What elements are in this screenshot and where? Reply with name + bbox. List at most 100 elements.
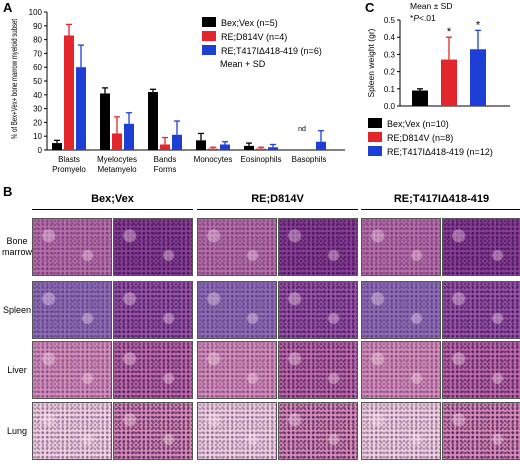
histology-tile-low-magnification bbox=[197, 341, 277, 399]
category-label: Forms bbox=[154, 165, 177, 174]
bar bbox=[76, 67, 86, 150]
bar bbox=[148, 92, 158, 150]
group-underline bbox=[197, 209, 358, 210]
tissue-label-line: Lung bbox=[6, 425, 28, 436]
y-axis-label: Spleen weight (gr) bbox=[366, 28, 376, 97]
tissue-label-line: marrow bbox=[1, 247, 32, 257]
category-label: Metamyelo bbox=[97, 165, 137, 174]
group-underline bbox=[361, 209, 520, 210]
category-label: Bands bbox=[154, 155, 177, 164]
legend-note: Mean + SD bbox=[220, 59, 266, 69]
note-pvalue: *P<.01 bbox=[410, 13, 436, 23]
group-heading: RE;D814V bbox=[251, 193, 304, 205]
y-tick-label: 100 bbox=[29, 8, 43, 17]
y-tick-label: 0.4 bbox=[384, 33, 396, 42]
bar bbox=[172, 134, 182, 150]
bar bbox=[441, 59, 457, 106]
legend-entry: RE;D814V (n=4) bbox=[221, 32, 287, 42]
y-tick-label: 70 bbox=[33, 49, 42, 58]
bar bbox=[470, 49, 486, 106]
note-p: P bbox=[413, 13, 419, 23]
bar bbox=[268, 147, 278, 150]
histology-tile-low-magnification bbox=[361, 341, 441, 399]
y-tick-label: 30 bbox=[33, 105, 42, 114]
myeloid-subset-bar-chart: 0 10 20 30 40 50 60 70 80 90 100 % of Bex+Vex+ bone… bbox=[9, 8, 345, 174]
category-label: Blasts bbox=[58, 155, 80, 164]
histology-tile-low-magnification bbox=[32, 218, 112, 276]
bar bbox=[244, 145, 254, 150]
legend-swatch bbox=[368, 146, 382, 156]
bar bbox=[52, 143, 62, 150]
y-tick-label: 90 bbox=[33, 22, 42, 31]
legend-entry: RE;T417IΔ418-419 (n=12) bbox=[387, 147, 493, 157]
significance-star: * bbox=[447, 26, 452, 38]
histology-tile-high-magnification bbox=[442, 218, 520, 276]
histology-tile-low-magnification bbox=[197, 218, 277, 276]
histology-tile-high-magnification bbox=[113, 341, 193, 399]
bar bbox=[100, 93, 110, 150]
tissue-label: Bone marrow bbox=[0, 236, 34, 258]
category-label: Myelocytes bbox=[97, 155, 137, 164]
legend-swatch bbox=[368, 118, 382, 128]
category-label: Promyelo bbox=[52, 165, 86, 174]
bar bbox=[316, 141, 326, 150]
histology-tile-high-magnification bbox=[278, 402, 358, 460]
y-tick-label: 0.1 bbox=[384, 85, 396, 94]
category-label: Eosinophils bbox=[241, 155, 282, 164]
significance-star: * bbox=[476, 19, 481, 31]
tissue-label-line: Spleen bbox=[2, 304, 32, 315]
group-underline bbox=[32, 209, 193, 210]
y-axis-label: % of Bex+Vex+ bone marrow myeloid subset bbox=[9, 19, 19, 139]
histology-tile-low-magnification bbox=[361, 402, 441, 460]
histology-tile-high-magnification bbox=[278, 218, 358, 276]
legend-entry: Bex;Vex (n=10) bbox=[387, 119, 449, 129]
histology-tile-low-magnification bbox=[32, 281, 112, 339]
y-tick-label: 20 bbox=[33, 118, 42, 127]
group-heading: RE;T417IΔ418-419 bbox=[393, 193, 490, 205]
legend-swatch bbox=[202, 17, 216, 27]
histology-tile-high-magnification bbox=[442, 281, 520, 339]
bar bbox=[160, 144, 170, 150]
bar bbox=[220, 144, 230, 150]
tissue-label: Lung bbox=[0, 426, 34, 437]
bar bbox=[112, 133, 122, 150]
histology-tile-low-magnification bbox=[197, 402, 277, 460]
histology-tile-high-magnification bbox=[278, 281, 358, 339]
y-tick-label: 0 bbox=[38, 146, 43, 155]
bar bbox=[256, 148, 266, 150]
bar bbox=[196, 140, 206, 150]
tissue-label-line: Liver bbox=[7, 364, 27, 375]
histology-tile-low-magnification bbox=[32, 402, 112, 460]
y-tick-label: 0.0 bbox=[384, 102, 396, 111]
histology-tile-high-magnification bbox=[442, 341, 520, 399]
legend-swatch bbox=[202, 31, 216, 41]
panel-b-letter: B bbox=[3, 184, 13, 199]
tissue-label-line: Bone bbox=[6, 236, 28, 246]
legend-entry: Bex;Vex (n=5) bbox=[221, 18, 278, 28]
bar bbox=[64, 35, 74, 150]
legend-entry: RE;T417IΔ418-419 (n=6) bbox=[221, 46, 322, 56]
y-tick-label: 60 bbox=[33, 63, 42, 72]
note-mean-sd: Mean ± SD bbox=[410, 1, 452, 11]
note-star: * bbox=[410, 13, 414, 23]
histology-tile-low-magnification bbox=[197, 281, 277, 339]
spleen-weight-bar-chart: 0.0 0.1 0.2 0.3 0.4 0.5 Spleen weight (gr) Mean… bbox=[366, 1, 510, 157]
histology-tile-high-magnification bbox=[278, 341, 358, 399]
y-tick-label: 0.5 bbox=[384, 16, 396, 25]
bar bbox=[412, 90, 428, 106]
bar bbox=[124, 123, 134, 150]
y-tick-label: 80 bbox=[33, 36, 42, 45]
y-tick-label: 50 bbox=[33, 77, 42, 86]
histology-tile-low-magnification bbox=[32, 341, 112, 399]
histology-tile-high-magnification bbox=[113, 218, 193, 276]
panel-c-letter: C bbox=[365, 0, 375, 15]
note-threshold: <.01 bbox=[419, 13, 436, 23]
y-tick-label: 0.3 bbox=[384, 50, 396, 59]
histology-tile-low-magnification bbox=[361, 281, 441, 339]
bar bbox=[208, 148, 218, 150]
y-tick-label: 0.2 bbox=[384, 68, 396, 77]
category-label: Monocytes bbox=[194, 155, 233, 164]
legend-swatch bbox=[202, 45, 216, 55]
histology-tile-high-magnification bbox=[442, 402, 520, 460]
group-heading: Bex;Vex bbox=[91, 193, 134, 205]
